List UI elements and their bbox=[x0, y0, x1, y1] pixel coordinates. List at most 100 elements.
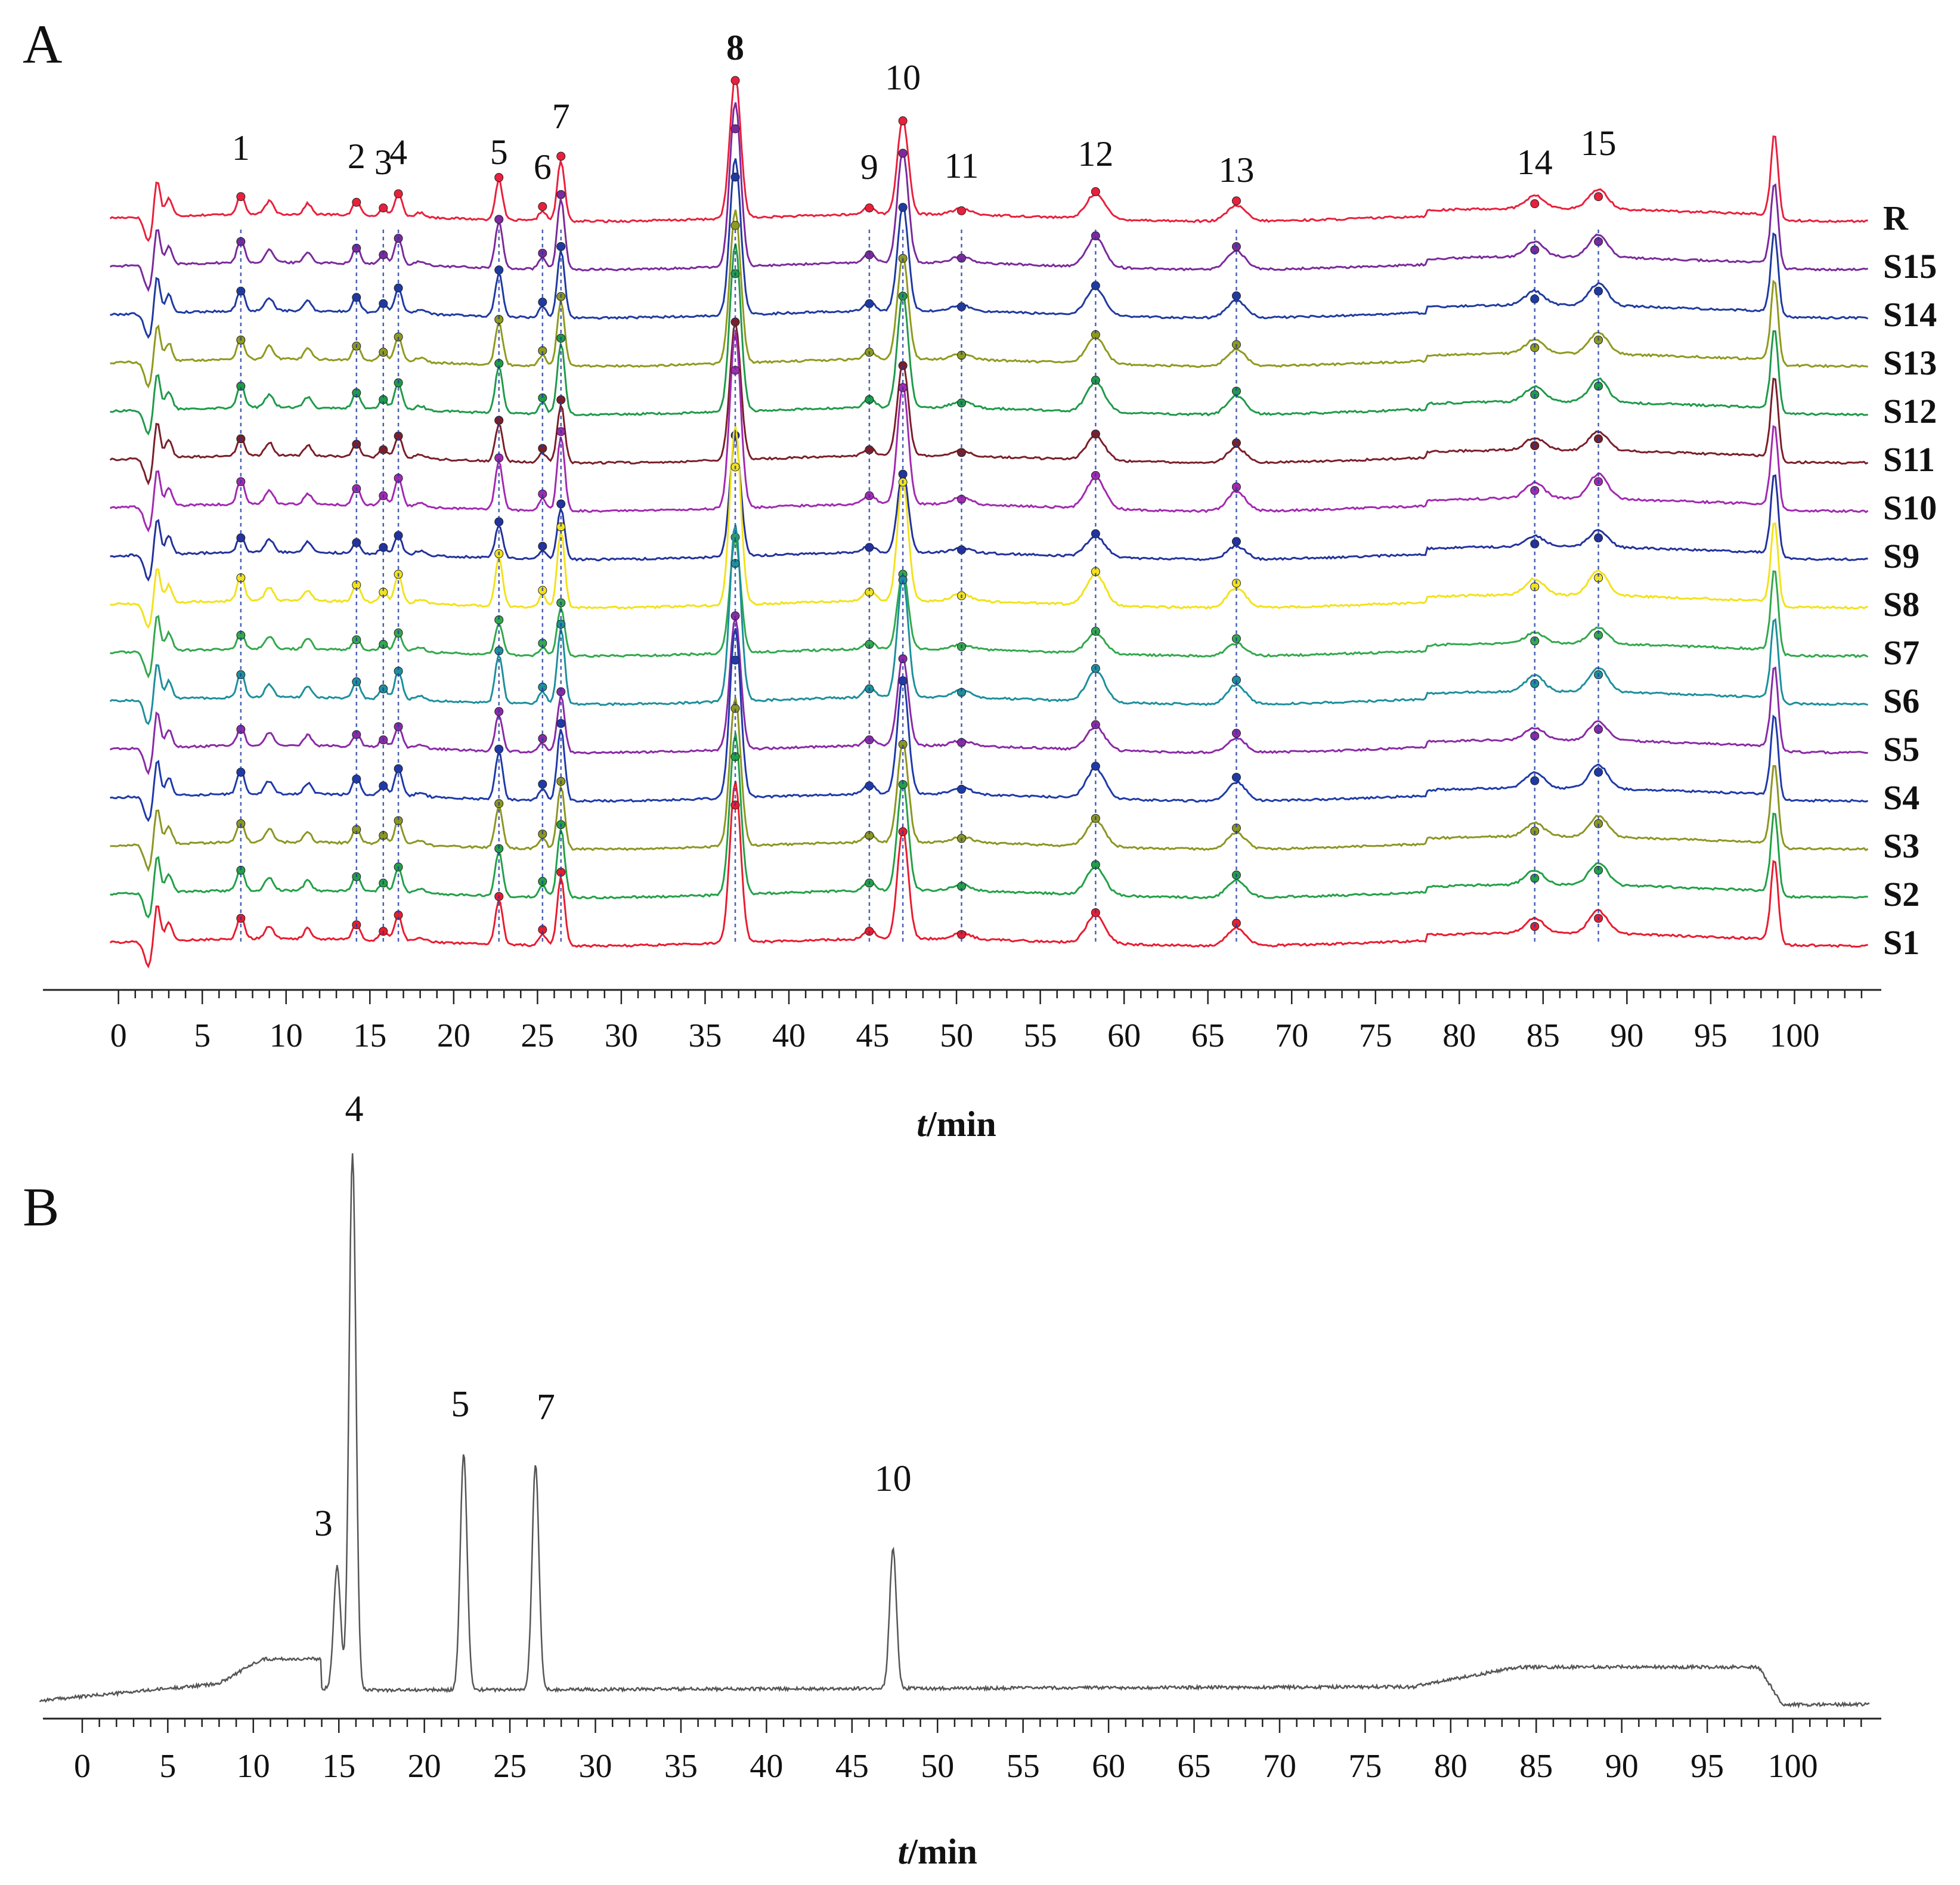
trace-S5 bbox=[109, 617, 1868, 776]
peak-marker bbox=[898, 148, 908, 158]
x-tick-label-b: 95 bbox=[1690, 1748, 1724, 1785]
peak-b-label-7: 7 bbox=[537, 1387, 555, 1428]
x-tick-label: 30 bbox=[605, 1017, 638, 1054]
x-tick-label: 75 bbox=[1359, 1017, 1392, 1054]
trace-S9 bbox=[110, 433, 1868, 582]
peak-label-5: 5 bbox=[490, 132, 508, 172]
x-tick-label: 65 bbox=[1191, 1017, 1225, 1054]
peak-label-12: 12 bbox=[1077, 134, 1113, 174]
peak-marker bbox=[1594, 192, 1603, 202]
trace-S2 bbox=[110, 733, 1868, 919]
peak-marker bbox=[379, 203, 388, 213]
x-tick-label-b: 30 bbox=[579, 1748, 612, 1785]
peak-label-8: 8 bbox=[726, 28, 744, 67]
x-tick-label: 10 bbox=[270, 1017, 303, 1054]
x-tick-label-b: 100 bbox=[1768, 1748, 1818, 1785]
x-tick-label: 95 bbox=[1694, 1017, 1727, 1054]
series-label-S2: S2 bbox=[1883, 875, 1919, 914]
x-tick-label-b: 65 bbox=[1178, 1748, 1211, 1785]
x-tick-label: 35 bbox=[688, 1017, 722, 1054]
trace-S3 bbox=[110, 698, 1869, 872]
x-tick-label-b: 55 bbox=[1007, 1748, 1040, 1785]
series-label-S14: S14 bbox=[1883, 295, 1937, 334]
trace-S11 bbox=[109, 322, 1869, 486]
x-tick-label-b: 70 bbox=[1263, 1748, 1296, 1785]
x-tick-label: 90 bbox=[1610, 1017, 1643, 1054]
peak-label-7: 7 bbox=[552, 97, 570, 136]
x-tick-label: 40 bbox=[772, 1017, 806, 1054]
trace-S12 bbox=[110, 243, 1868, 436]
x-tick-label: 100 bbox=[1769, 1017, 1819, 1054]
trace-S1 bbox=[109, 781, 1868, 969]
x-tick-label-b: 80 bbox=[1434, 1748, 1467, 1785]
x-tick-label-b: 40 bbox=[750, 1748, 783, 1785]
trace-S10 bbox=[109, 332, 1869, 533]
peak-marker bbox=[730, 124, 740, 134]
peak-marker bbox=[394, 189, 403, 199]
series-label-S1: S1 bbox=[1883, 923, 1919, 962]
trace-S4 bbox=[110, 628, 1869, 822]
peak-marker bbox=[494, 215, 504, 224]
peak-b-label-3: 3 bbox=[314, 1503, 333, 1544]
x-tick-label-b: 10 bbox=[237, 1748, 270, 1785]
peak-marker bbox=[494, 173, 504, 182]
x-tick-label-b: 15 bbox=[322, 1748, 355, 1785]
peak-marker bbox=[957, 206, 967, 215]
peak-label-1: 1 bbox=[232, 128, 250, 168]
x-tick-label: 25 bbox=[521, 1017, 554, 1054]
x-tick-label: 0 bbox=[110, 1017, 127, 1054]
series-label-S4: S4 bbox=[1883, 778, 1919, 817]
peak-marker bbox=[865, 203, 874, 213]
x-tick-label-b: 0 bbox=[74, 1748, 91, 1785]
x-tick-label-b: 5 bbox=[159, 1748, 176, 1785]
peak-marker bbox=[898, 116, 908, 126]
x-tick-label: 50 bbox=[940, 1017, 973, 1054]
x-tick-label: 60 bbox=[1107, 1017, 1141, 1054]
peak-label-13: 13 bbox=[1218, 150, 1254, 190]
x-tick-label: 20 bbox=[437, 1017, 470, 1054]
series-label-S13: S13 bbox=[1883, 343, 1937, 382]
x-tick-label: 85 bbox=[1526, 1017, 1560, 1054]
x-axis-title-b: t/min bbox=[898, 1832, 977, 1871]
x-axis-title: t/min bbox=[916, 1104, 996, 1144]
panel-b-label: B bbox=[23, 1177, 59, 1237]
series-label-S6: S6 bbox=[1883, 682, 1919, 720]
peak-label-10: 10 bbox=[885, 58, 921, 97]
peak-label-15: 15 bbox=[1581, 123, 1617, 163]
peak-label-11: 11 bbox=[945, 146, 979, 185]
peak-marker bbox=[898, 203, 908, 212]
peak-marker bbox=[1231, 196, 1241, 206]
x-tick-label: 80 bbox=[1442, 1017, 1476, 1054]
series-label-S11: S11 bbox=[1883, 440, 1935, 479]
series-label-S8: S8 bbox=[1883, 585, 1919, 624]
peak-b-label-10: 10 bbox=[875, 1459, 912, 1499]
x-tick-label: 55 bbox=[1024, 1017, 1057, 1054]
trace-R bbox=[109, 76, 1868, 242]
x-tick-label: 15 bbox=[353, 1017, 386, 1054]
x-tick-label-b: 45 bbox=[835, 1748, 869, 1785]
x-tick-label-b: 25 bbox=[493, 1748, 527, 1785]
peak-marker bbox=[1530, 199, 1540, 209]
trace-S14 bbox=[110, 158, 1869, 339]
x-tick-label-b: 50 bbox=[921, 1748, 954, 1785]
x-tick-label-b: 60 bbox=[1092, 1748, 1125, 1785]
series-label-S12: S12 bbox=[1883, 392, 1937, 431]
peak-label-2: 2 bbox=[348, 137, 366, 176]
series-label-R: R bbox=[1883, 199, 1909, 237]
peak-marker bbox=[556, 190, 566, 199]
series-label-S7: S7 bbox=[1883, 633, 1919, 672]
trace-b bbox=[39, 1153, 1870, 1709]
x-tick-label-b: 90 bbox=[1605, 1748, 1639, 1785]
peak-marker bbox=[538, 202, 547, 211]
series-label-S10: S10 bbox=[1883, 488, 1937, 527]
x-tick-label-b: 35 bbox=[664, 1748, 698, 1785]
peak-label-14: 14 bbox=[1517, 143, 1553, 182]
x-tick-label-b: 75 bbox=[1348, 1748, 1382, 1785]
x-tick-label-b: 85 bbox=[1519, 1748, 1553, 1785]
peak-label-6: 6 bbox=[534, 147, 552, 187]
x-tick-label: 45 bbox=[856, 1017, 890, 1054]
series-label-S3: S3 bbox=[1883, 827, 1919, 865]
peak-b-label-5: 5 bbox=[451, 1384, 469, 1425]
